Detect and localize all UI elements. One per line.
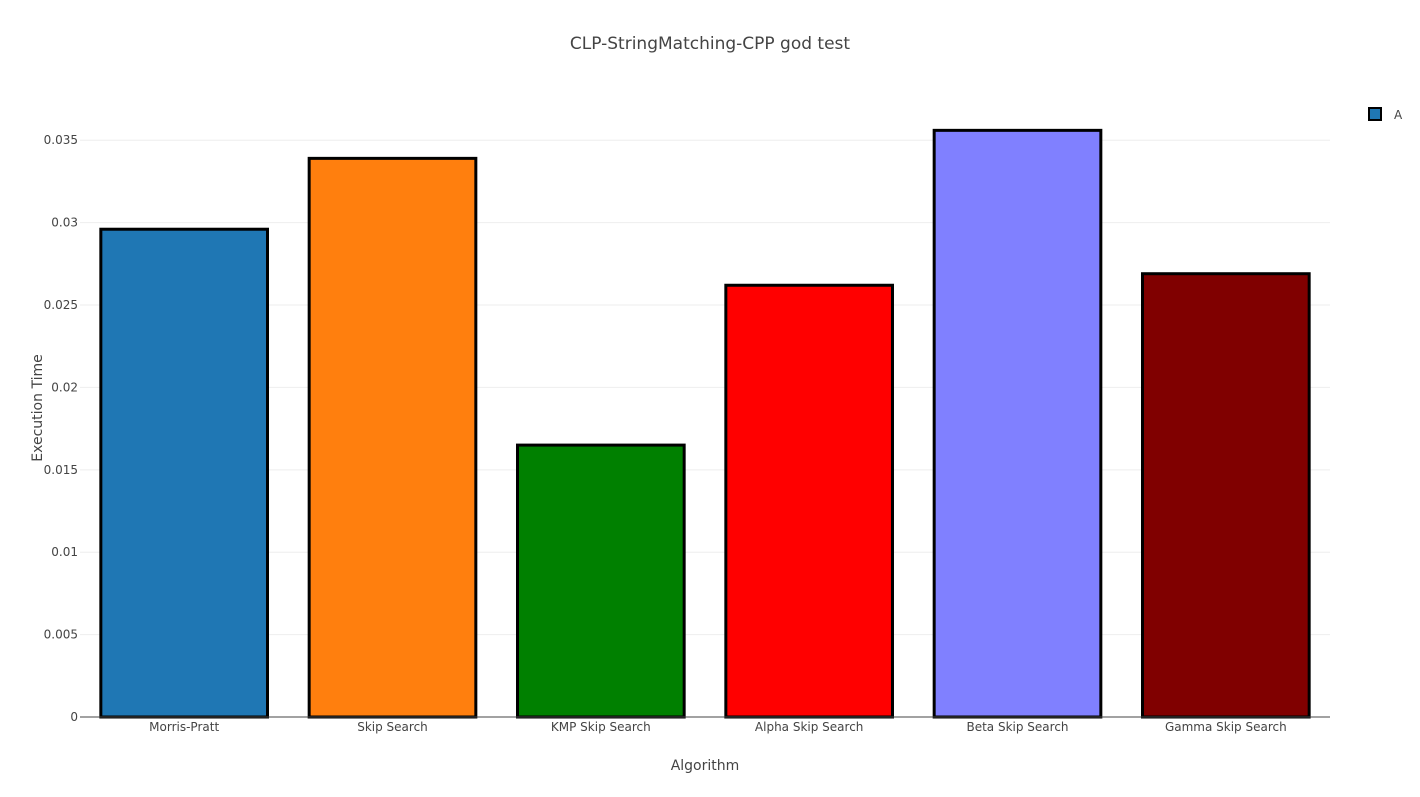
y-tick-label: 0.025 [44,298,78,312]
bar-beta-skip-search[interactable] [932,128,1103,719]
x-tick-label: Alpha Skip Search [755,720,864,734]
x-tick-label: Skip Search [357,720,428,734]
x-tick-label: KMP Skip Search [551,720,651,734]
bar-kmp-skip-search[interactable] [516,443,686,719]
y-tick-label: 0 [70,710,78,724]
bar-skip-search[interactable] [307,156,478,719]
y-axis-ticks: 0 0.005 0.01 0.015 0.02 0.025 0.03 0.035 [44,133,78,724]
legend-label: A [1394,108,1403,122]
bar-alpha-skip-search[interactable] [724,283,894,719]
y-tick-label: 0.03 [51,216,78,230]
x-tick-label: Morris-Pratt [149,720,219,734]
y-tick-label: 0.035 [44,133,78,147]
x-tick-label: Beta Skip Search [966,720,1068,734]
y-tick-label: 0.02 [51,380,78,394]
y-tick-label: 0.005 [44,628,78,642]
legend-swatch [1368,107,1382,121]
chart-title: CLP-StringMatching-CPP god test [570,34,851,54]
y-tick-label: 0.015 [44,463,78,477]
legend[interactable]: A [1368,107,1403,122]
bar-gamma-skip-search[interactable] [1141,272,1311,719]
y-axis-title: Execution Time [30,354,46,461]
x-tick-label: Gamma Skip Search [1165,720,1287,734]
x-axis-ticks: Morris-Pratt Skip Search KMP Skip Search Al… [149,720,1287,734]
x-axis-title: Algorithm [671,758,740,774]
bar-morris-pratt[interactable] [99,227,270,719]
bars [99,128,1311,719]
y-tick-label: 0.01 [51,545,78,559]
gridlines [80,139,1330,636]
